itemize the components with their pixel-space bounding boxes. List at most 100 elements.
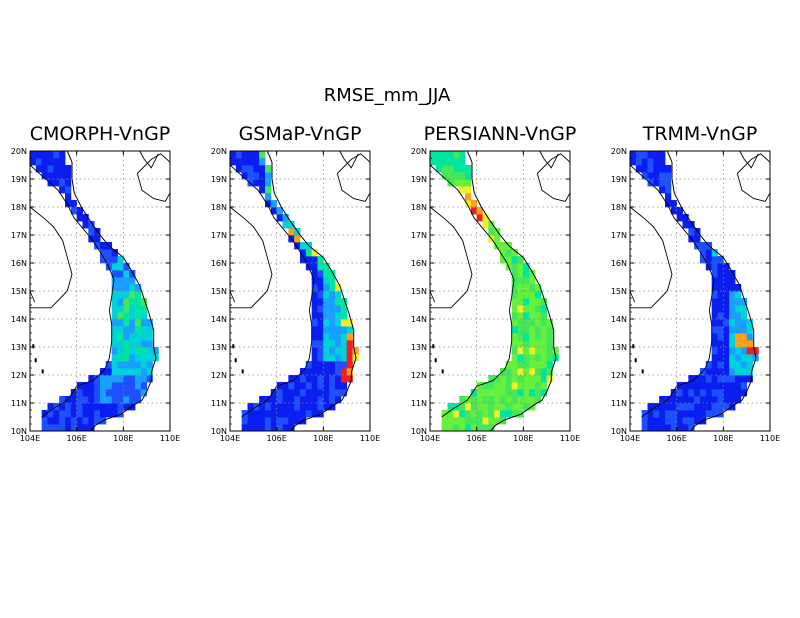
rmse-cell	[470, 410, 478, 418]
lat-tick-label: 13N	[11, 343, 27, 352]
rmse-cell	[270, 207, 278, 215]
rmse-cell	[752, 347, 759, 355]
rmse-cell	[140, 326, 148, 334]
rmse-cell	[282, 403, 289, 411]
rmse-cell	[517, 277, 524, 285]
rmse-cell	[82, 389, 89, 397]
rmse-cell	[630, 151, 637, 159]
rmse-cell	[717, 333, 724, 341]
rmse-cell	[746, 354, 753, 362]
rmse-cell	[523, 403, 530, 411]
rmse-cell	[129, 389, 136, 397]
rmse-cell	[123, 298, 130, 306]
rmse-cell	[705, 396, 713, 404]
rmse-cell	[511, 326, 518, 334]
rmse-cell	[129, 312, 136, 320]
rmse-cell	[300, 249, 307, 257]
rmse-cell	[641, 417, 648, 425]
coastline	[466, 151, 557, 431]
rmse-cell	[535, 298, 542, 306]
lat-tick-label: 18N	[11, 203, 27, 212]
rmse-cell	[523, 291, 530, 299]
rmse-cell	[705, 256, 713, 264]
lat-tick-label: 20N	[611, 147, 627, 156]
rmse-cell	[723, 354, 730, 362]
rmse-cell	[105, 410, 113, 418]
rmse-cell	[535, 389, 542, 397]
lat-tick-label: 10N	[11, 427, 27, 436]
lon-tick-label: 106E	[67, 434, 87, 443]
rmse-cell	[723, 326, 730, 334]
lat-tick-label: 19N	[211, 175, 227, 184]
rmse-cell	[300, 368, 307, 376]
rmse-cell	[746, 333, 753, 341]
rmse-cell	[294, 417, 301, 425]
rmse-grid-cells	[30, 151, 159, 431]
rmse-cell	[135, 354, 142, 362]
rmse-cell	[476, 207, 483, 215]
rmse-cell	[641, 424, 648, 431]
rmse-cell	[488, 396, 495, 404]
rmse-cell	[311, 256, 318, 264]
rmse-cell	[311, 375, 318, 383]
rmse-cell	[111, 326, 118, 334]
rmse-cell	[230, 158, 237, 166]
rmse-cell	[276, 207, 283, 215]
rmse-cell	[729, 291, 736, 299]
rmse-cell	[317, 396, 324, 404]
rmse-cell	[311, 277, 318, 285]
rmse-cell	[659, 158, 666, 166]
rmse-cell	[694, 382, 701, 390]
rmse-cell	[111, 368, 118, 376]
rmse-cell	[53, 151, 60, 159]
rmse-cell	[447, 179, 454, 187]
rmse-cell	[111, 249, 118, 257]
rmse-cell	[111, 256, 118, 264]
rmse-cell	[523, 389, 530, 397]
coastline	[66, 151, 157, 431]
rmse-cell	[253, 417, 260, 425]
rmse-cell	[123, 382, 130, 390]
rmse-cell	[511, 312, 518, 320]
rmse-cell	[476, 382, 483, 390]
rmse-cell	[546, 375, 553, 383]
rmse-cell	[505, 375, 513, 383]
rmse-cell	[470, 389, 478, 397]
rmse-cell	[70, 410, 78, 418]
rmse-cell	[76, 410, 83, 418]
rmse-cell	[740, 354, 748, 362]
rmse-cell	[241, 417, 248, 425]
rmse-cell	[470, 403, 478, 411]
rmse-cell	[282, 417, 289, 425]
rmse-cell	[529, 361, 536, 369]
rmse-cell	[711, 347, 718, 355]
rmse-cell	[123, 389, 130, 397]
rmse-cell	[517, 347, 524, 355]
rmse-cell	[665, 417, 672, 425]
rmse-cell	[700, 368, 707, 376]
rmse-cell	[517, 375, 524, 383]
rmse-cell	[123, 403, 130, 411]
rmse-cell	[494, 396, 501, 404]
lake-mark	[434, 358, 437, 363]
rmse-cell	[53, 172, 60, 180]
rmse-cell	[630, 158, 637, 166]
rmse-cell	[700, 242, 707, 250]
rmse-cell	[311, 389, 318, 397]
rmse-cell	[723, 312, 730, 320]
rmse-cell	[340, 333, 348, 341]
rmse-cell	[300, 382, 307, 390]
rmse-cell	[735, 326, 742, 334]
lat-tick-label: 19N	[611, 175, 627, 184]
rmse-cell	[82, 403, 89, 411]
rmse-cell	[529, 319, 536, 327]
rmse-cell	[729, 340, 736, 348]
rmse-cell	[111, 410, 118, 418]
rmse-cell	[670, 424, 678, 431]
rmse-cell	[723, 340, 730, 348]
rmse-cell	[511, 305, 518, 313]
rmse-cell	[505, 361, 513, 369]
rmse-cell	[311, 396, 318, 404]
rmse-cell	[288, 382, 295, 390]
rmse-cell	[335, 340, 342, 348]
